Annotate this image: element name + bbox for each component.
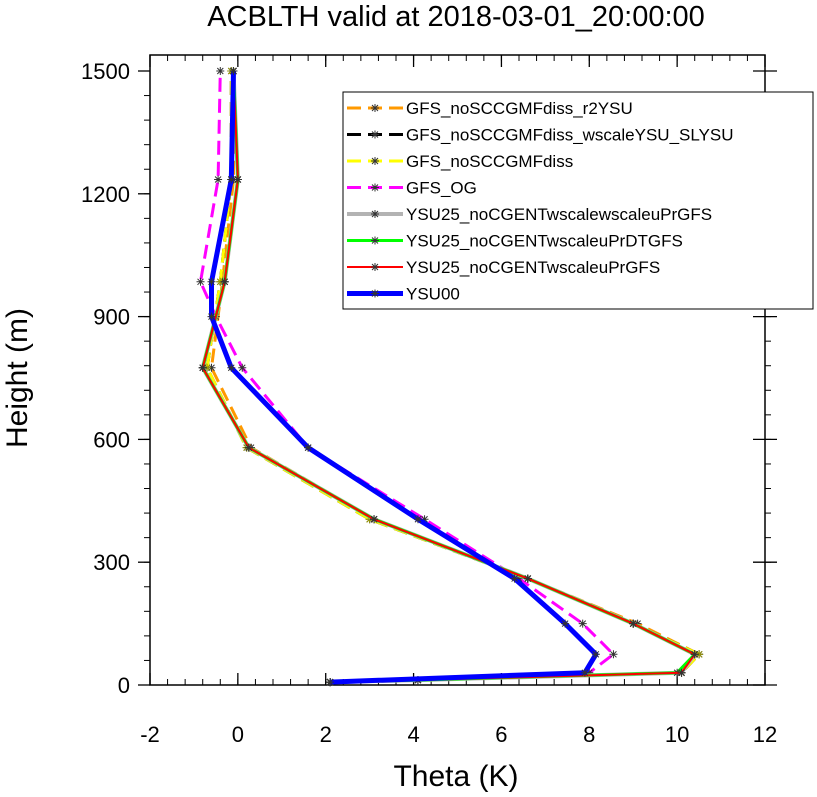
data-point-marker [214,175,223,184]
plot-area-frame [149,54,766,686]
legend-marker [371,236,379,245]
y-tick-label: 900 [93,305,130,330]
data-point-marker [413,515,422,524]
x-axis-label: Theta (K) [393,760,518,793]
data-point-marker [227,175,236,184]
data-point-marker [233,175,242,184]
data-point-marker [629,619,638,628]
data-point-marker [203,363,212,372]
data-point-marker [196,277,205,286]
y-tick-label: 0 [118,673,130,698]
y-axis-label: Height (m) [1,308,34,448]
series-line [201,70,696,684]
data-point-marker [510,574,519,583]
x-tick-label: 4 [407,722,419,747]
legend-label: YSU00 [406,285,460,304]
y-tick-label: 1500 [81,59,130,84]
legend-label: YSU25_noCGENTwscalewscaleuPrGFS [406,205,712,224]
x-tick-label: 2 [320,722,332,747]
legend-marker [371,210,379,218]
x-tick-label: 10 [665,722,689,747]
data-point-marker [585,668,594,677]
data-point-marker [207,277,216,286]
data-point-marker [326,678,335,687]
data-point-marker [304,443,313,452]
data-point-marker [207,363,216,372]
data-point-marker [207,312,216,321]
data-point-marker [677,668,686,677]
data-point-marker [591,650,600,659]
data-point-marker [198,363,207,372]
y-tick-label: 600 [93,427,130,452]
data-point-marker [216,277,225,286]
data-point-marker [523,574,532,583]
legend-marker [371,130,379,139]
chart-title: ACBLTH valid at 2018-03-01_20:00:00 [207,1,705,33]
legend-label: GFS_noSCCGMFdiss_wscaleYSU_SLYSU [406,126,734,145]
y-tick-label: 1200 [81,182,130,207]
data-point-marker [238,363,247,372]
legend-item: YSU25_noCGENTwscalewscaleuPrGFS [347,205,712,224]
legend-item: GFS_noSCCGMFdiss_wscaleYSU_SLYSU [347,126,734,145]
data-point-marker [690,650,699,659]
series-layer [196,67,704,687]
data-point-marker [365,515,374,524]
legend-item: GFS_OG [347,179,477,198]
legend-item: GFS_noSCCGMFdiss_r2YSU [347,99,633,118]
data-point-marker [609,650,618,659]
x-tick-label: 6 [495,722,507,747]
data-point-marker [420,515,429,524]
legend-marker [371,104,379,112]
tick-labels: -2 0 2 4 6 8 10 12 0 300 600 900 1200 1500 [81,59,777,747]
data-point-marker [580,668,589,677]
legend-label: GFS_OG [406,179,477,198]
legend-marker [371,183,379,192]
data-point-marker [229,67,238,75]
legend: GFS_noSCCGMFdiss_r2YSU GFS_noSCCGMFdiss_w… [342,91,814,310]
legend-marker [371,289,379,298]
legend-label: YSU25_noCGENTwscaleuPrGFS [406,258,660,277]
legend-item: YSU25_noCGENTwscaleuPrDTGFS [347,232,683,251]
x-tick-label: 12 [753,722,777,747]
y-tick-label: 300 [93,550,130,575]
data-point-marker [227,363,236,372]
data-point-marker [578,619,587,628]
legend-label: YSU25_noCGENTwscaleuPrDTGFS [406,232,683,251]
legend-item: YSU25_noCGENTwscaleuPrGFS [347,258,660,277]
series-line [209,70,599,685]
x-tick-label: 0 [232,722,244,747]
data-point-marker [515,574,523,583]
data-point-marker [220,277,229,286]
legend-label: GFS_noSCCGMFdiss [406,152,573,171]
x-tick-label: 8 [583,722,595,747]
legend-marker [371,157,379,165]
legend-marker [371,263,379,271]
legend-box [342,91,814,310]
data-point-marker [561,619,570,628]
legend-item: GFS_noSCCGMFdiss [347,152,573,171]
data-point-marker [216,67,225,75]
data-point-marker [244,443,253,452]
series-YSU00 [207,67,600,687]
legend-label: GFS_noSCCGMFdiss_r2YSU [406,99,633,118]
legend-item: YSU00 [347,285,460,304]
x-tick-label: -2 [140,722,160,747]
data-point-marker [370,515,379,524]
data-point-marker [695,650,704,659]
